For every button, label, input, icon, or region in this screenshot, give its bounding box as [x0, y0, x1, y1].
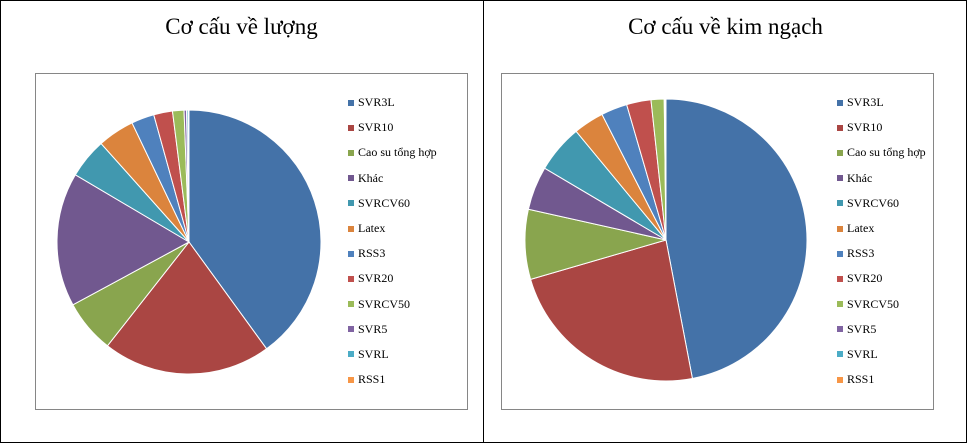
- legend-swatch: [348, 351, 354, 358]
- legend-label: SVRCV50: [847, 296, 900, 311]
- legend-item: RSS3: [348, 241, 437, 266]
- legend-item: SVR20: [348, 266, 437, 291]
- legend-item: SVRCV60: [837, 191, 926, 216]
- chart-panel-quantity: Cơ cấu về lượng SVR3L SVR10 Cao su tổng hợ…: [0, 0, 483, 443]
- legend-item: SVRCV50: [348, 292, 437, 317]
- legend-swatch: [348, 301, 354, 308]
- legend-label: SVRCV60: [358, 195, 411, 210]
- chart-title: Cơ cấu về lượng: [165, 14, 318, 39]
- legend-label: SVR3L: [358, 95, 395, 110]
- legend-label: RSS3: [358, 246, 386, 261]
- legend-item: SVRCV60: [348, 191, 437, 216]
- legend-label: RSS1: [847, 372, 875, 387]
- legend-item: Cao su tổng hợp: [837, 140, 926, 165]
- legend-swatch: [348, 326, 354, 333]
- legend-label: SVR3L: [847, 95, 884, 110]
- legend-label: SVR5: [847, 321, 877, 336]
- legend-item: RSS3: [837, 241, 926, 266]
- legend-swatch: [837, 326, 843, 333]
- legend-item: SVRL: [348, 342, 437, 367]
- legend-swatch: [837, 149, 843, 156]
- pie-slice: [529, 239, 694, 382]
- legend-swatch: [837, 124, 843, 131]
- legend-item: SVR10: [348, 115, 437, 140]
- pie-slice: [187, 109, 190, 243]
- legend-item: Latex: [348, 216, 437, 241]
- panel-divider: [483, 0, 484, 443]
- pie-slice: [188, 109, 322, 350]
- legend-label: Latex: [847, 221, 875, 236]
- legend-label: RSS3: [847, 246, 875, 261]
- legend-item: SVR5: [837, 317, 926, 342]
- legend-label: Khác: [358, 170, 384, 185]
- legend-item: RSS1: [348, 367, 437, 392]
- legend-label: SVRL: [847, 346, 878, 361]
- legend-swatch: [837, 351, 843, 358]
- chart-title: Cơ cấu về kim ngạch: [628, 14, 823, 39]
- legend-item: RSS1: [837, 367, 926, 392]
- legend-label: SVR10: [847, 120, 883, 135]
- legend-swatch: [837, 99, 843, 106]
- legend-item: SVR5: [348, 317, 437, 342]
- legend-swatch: [348, 124, 354, 131]
- legend-swatch: [348, 250, 354, 257]
- legend-swatch: [837, 275, 843, 282]
- legend-label: SVR10: [358, 120, 394, 135]
- legend-label: RSS1: [358, 372, 386, 387]
- legend-swatch: [837, 250, 843, 257]
- legend-swatch: [348, 175, 354, 182]
- chart-legend: SVR3L SVR10 Cao su tổng hợp Khác SVRCV60 Late…: [837, 90, 926, 392]
- legend-label: SVR5: [358, 321, 388, 336]
- legend-label: Cao su tổng hợp: [847, 145, 926, 160]
- legend-label: Cao su tổng hợp: [358, 145, 437, 160]
- legend-item: SVRL: [837, 342, 926, 367]
- legend-swatch: [837, 301, 843, 308]
- chart-panel-value: Cơ cấu về kim ngạch SVR3L SVR10 Cao su tổn…: [484, 0, 967, 443]
- legend-item: SVR20: [837, 266, 926, 291]
- legend-item: Latex: [837, 216, 926, 241]
- legend-item: SVR3L: [348, 90, 437, 115]
- legend-swatch: [348, 275, 354, 282]
- legend-label: SVRCV50: [358, 296, 411, 311]
- legend-label: Khác: [847, 170, 873, 185]
- legend-swatch: [348, 99, 354, 106]
- legend-swatch: [348, 149, 354, 156]
- legend-swatch: [837, 175, 843, 182]
- legend-swatch: [348, 376, 354, 383]
- legend-swatch: [837, 200, 843, 207]
- legend-swatch: [837, 225, 843, 232]
- legend-swatch: [837, 376, 843, 383]
- legend-label: SVR20: [358, 271, 394, 286]
- pie-chart: [524, 98, 808, 382]
- legend-item: Cao su tổng hợp: [348, 140, 437, 165]
- legend-item: SVR3L: [837, 90, 926, 115]
- legend-swatch: [348, 225, 354, 232]
- legend-item: SVRCV50: [837, 292, 926, 317]
- pie-slice: [106, 241, 268, 375]
- chart-legend: SVR3L SVR10 Cao su tổng hợp Khác SVRCV60 Late…: [348, 90, 437, 392]
- legend-item: SVR10: [837, 115, 926, 140]
- legend-item: Khác: [348, 166, 437, 191]
- legend-label: SVRL: [358, 346, 389, 361]
- legend-swatch: [348, 200, 354, 207]
- legend-label: Latex: [358, 221, 386, 236]
- legend-label: SVRCV60: [847, 195, 900, 210]
- pie-slice: [665, 98, 808, 380]
- pie-chart: [56, 109, 322, 375]
- legend-item: Khác: [837, 166, 926, 191]
- legend-label: SVR20: [847, 271, 883, 286]
- pie-slice: [56, 174, 191, 306]
